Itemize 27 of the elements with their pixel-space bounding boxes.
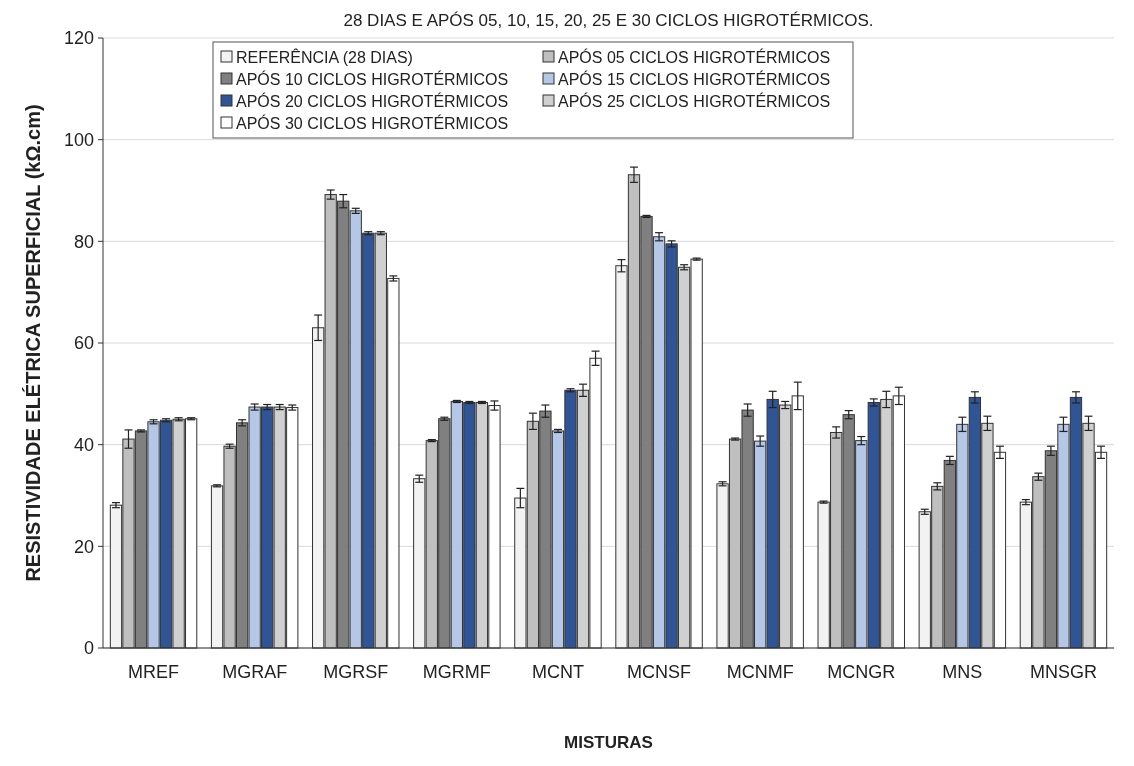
legend-label: APÓS 20 CICLOS HIGROTÉRMICOS (236, 91, 509, 110)
x-tick-label: MGRMF (422, 662, 491, 682)
x-tick-label: MREF (128, 662, 180, 682)
x-tick-label: MCNT (531, 662, 584, 682)
x-tick-label: MNSGR (1029, 662, 1097, 682)
y-tick-label: 80 (73, 231, 94, 252)
legend-label: APÓS 15 CICLOS HIGROTÉRMICOS (558, 69, 831, 88)
legend-label: REFERÊNCIA (28 DIAS) (236, 47, 413, 66)
y-tick-label: 20 (73, 536, 94, 557)
legend-label: APÓS 05 CICLOS HIGROTÉRMICOS (558, 47, 831, 66)
y-tick-label: 0 (83, 638, 94, 659)
x-tick-label: MGRAF (222, 662, 288, 682)
legend-label: APÓS 30 CICLOS HIGROTÉRMICOS (236, 113, 509, 132)
chart-title: 28 DIAS E APÓS 05, 10, 15, 20, 25 E 30 CICLOS HIGROTÉRMICOS. (343, 11, 874, 30)
legend-label: APÓS 10 CICLOS HIGROTÉRMICOS (236, 69, 509, 88)
x-tick-label: MNS (942, 662, 983, 682)
x-tick-label: MGRSF (323, 662, 389, 682)
legend-label: APÓS 25 CICLOS HIGROTÉRMICOS (558, 91, 831, 110)
y-tick-label: 120 (63, 28, 94, 49)
y-tick-label: 40 (73, 434, 94, 455)
x-axis-title: MISTURAS (564, 733, 653, 752)
y-axis-title: RESISTIVIDADE ELÉTRICA SUPERFICIAL (kΩ.cm) (22, 104, 44, 582)
x-tick-label: MCNGR (827, 662, 896, 682)
y-tick-label: 60 (73, 333, 94, 354)
y-tick-label: 100 (63, 129, 94, 150)
x-tick-label: MCNSF (627, 662, 692, 682)
x-tick-label: MCNMF (726, 662, 794, 682)
